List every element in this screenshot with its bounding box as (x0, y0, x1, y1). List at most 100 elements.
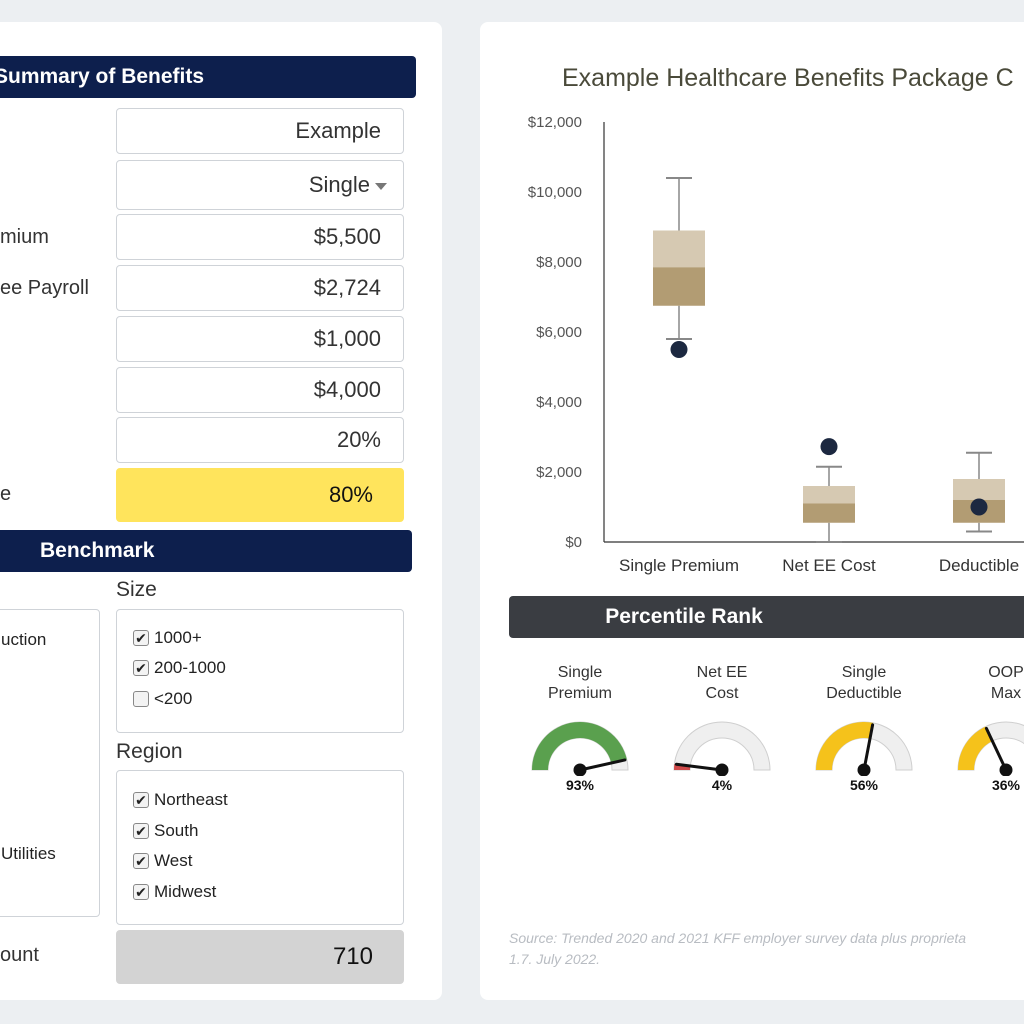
x-tick-label: Deductible (939, 556, 1019, 575)
gauge-needle (578, 758, 627, 772)
size-option-label: <200 (154, 689, 193, 708)
checkbox-unchecked-icon[interactable] (133, 691, 149, 707)
premium-value: $5,500 (313, 224, 381, 249)
box-upper (953, 479, 1005, 500)
source-note: Source: Trended 2020 and 2021 KFF employ… (509, 928, 966, 970)
plan-name-field[interactable]: Example (116, 108, 404, 154)
count-field: 710 (116, 930, 404, 984)
gauge-label-line1: Single (841, 664, 887, 681)
share-value: 80% (328, 482, 373, 507)
region-option-label: West (154, 851, 193, 870)
checkbox-checked-icon[interactable]: ✔ (133, 884, 149, 900)
region-option-northeast[interactable]: ✔ Northeast (133, 790, 228, 810)
y-tick-label: $8,000 (536, 254, 582, 271)
region-title: Region (116, 740, 183, 763)
premium-label: mium (0, 226, 49, 248)
size-option-1000-plus[interactable]: ✔ 1000+ (133, 628, 202, 648)
region-option-label: Midwest (154, 882, 217, 901)
data-point (670, 341, 688, 358)
checkbox-checked-icon[interactable]: ✔ (133, 660, 149, 676)
region-option-west[interactable]: ✔ West (133, 851, 192, 871)
box-lower (803, 503, 855, 523)
gauge-dial (531, 721, 629, 777)
source-line: 1.7. July 2022. (509, 951, 601, 967)
gauge-needle (862, 723, 875, 772)
payroll-field[interactable]: $2,724 (116, 265, 404, 311)
gauge-value: 4% (711, 777, 733, 793)
gauge-hub (573, 763, 587, 777)
gauge-value: 56% (849, 777, 879, 793)
y-tick-label: $10,000 (528, 184, 582, 201)
x-tick-label: Net EE Cost (782, 556, 876, 575)
gauge-dial (673, 721, 771, 777)
gauge-label: Single Premium (520, 662, 640, 706)
source-line: Source: Trended 2020 and 2021 KFF employ… (509, 930, 967, 946)
box-upper (653, 230, 705, 268)
summary-header-text: Summary of Benefits (0, 65, 205, 88)
chevron-down-icon (375, 182, 387, 190)
plan-name-value: Example (295, 118, 381, 143)
gauge-label-line2: Premium (547, 685, 612, 702)
y-tick-label: $0 (565, 534, 582, 551)
checkbox-checked-icon[interactable]: ✔ (133, 792, 149, 808)
gauge-oop-max: OOP Max 36% (946, 662, 1024, 793)
gauge-fill (958, 726, 993, 770)
gauge-label-line2: Deductible (826, 685, 902, 702)
summary-panel: Summary of Benefits Example Single mium … (0, 22, 442, 1000)
coinsurance-value: 20% (336, 427, 381, 452)
gauge-label-line1: Single (557, 664, 603, 681)
gauge-hub (999, 763, 1013, 777)
size-title: Size (116, 578, 157, 601)
count-value: 710 (332, 943, 373, 970)
region-option-midwest[interactable]: ✔ Midwest (133, 882, 216, 902)
size-option-label: 200-1000 (154, 658, 226, 677)
y-tick-label: $2,000 (536, 464, 582, 481)
coinsurance-field[interactable]: 20% (116, 417, 404, 463)
benchmark-header: Benchmark (0, 530, 412, 572)
share-field: 80% (116, 468, 404, 522)
region-filter: ✔ Northeast ✔ South ✔ West ✔ Midwest (116, 770, 404, 925)
oop-max-field[interactable]: $4,000 (116, 367, 404, 413)
count-label: ount (0, 944, 39, 966)
y-tick-label: $4,000 (536, 394, 582, 411)
gauge-track (673, 721, 771, 771)
deductible-value: $1,000 (313, 326, 381, 351)
y-tick-label: $12,000 (528, 114, 582, 131)
gauge-net-ee-cost: Net EE Cost 4% (662, 662, 782, 793)
gauge-label-line1: Net EE (696, 664, 748, 681)
data-point (970, 498, 988, 516)
share-label: e (0, 483, 12, 505)
region-option-south[interactable]: ✔ South (133, 821, 198, 841)
size-option-under-200[interactable]: <200 (133, 689, 192, 709)
gauge-needle (984, 726, 1008, 772)
gauge-label-line1: OOP (988, 664, 1024, 681)
size-option-200-1000[interactable]: ✔ 200-1000 (133, 658, 226, 678)
boxplot-chart: $0 $2,000 $4,000 $6,000 $8,000 $10,000 $12,000… (528, 114, 1024, 575)
premium-field[interactable]: $5,500 (116, 214, 404, 260)
box-upper (803, 486, 855, 504)
industry-item[interactable]: Utilities (1, 844, 56, 863)
gauge-dial (815, 721, 913, 777)
gauge-label-line2: Cost (705, 685, 739, 702)
checkbox-checked-icon[interactable]: ✔ (133, 630, 149, 646)
deductible-field[interactable]: $1,000 (116, 316, 404, 362)
chart-panel: Example Healthcare Benefits Package C $0… (480, 22, 1024, 1000)
gauge-label: Single Deductible (804, 662, 924, 706)
region-option-label: South (154, 821, 199, 840)
size-option-label: 1000+ (154, 628, 202, 647)
gauge-fill (816, 722, 873, 770)
industry-item[interactable]: uction (1, 630, 47, 649)
gauge-label: Net EE Cost (662, 662, 782, 706)
checkbox-checked-icon[interactable]: ✔ (133, 853, 149, 869)
checkbox-checked-icon[interactable]: ✔ (133, 823, 149, 839)
gauge-dial (957, 721, 1024, 777)
x-tick-label: Single Premium (619, 556, 739, 575)
summary-header: Summary of Benefits (0, 56, 416, 98)
industry-filter[interactable]: uction Utilities (0, 609, 100, 917)
gauge-hub (715, 763, 729, 777)
size-filter: ✔ 1000+ ✔ 200-1000 <200 (116, 609, 404, 733)
gauge-label-line2: Max (990, 685, 1022, 702)
data-point (820, 438, 838, 456)
coverage-tier-select[interactable]: Single (116, 160, 404, 210)
percentile-header-text: Percentile Rank (605, 605, 763, 628)
